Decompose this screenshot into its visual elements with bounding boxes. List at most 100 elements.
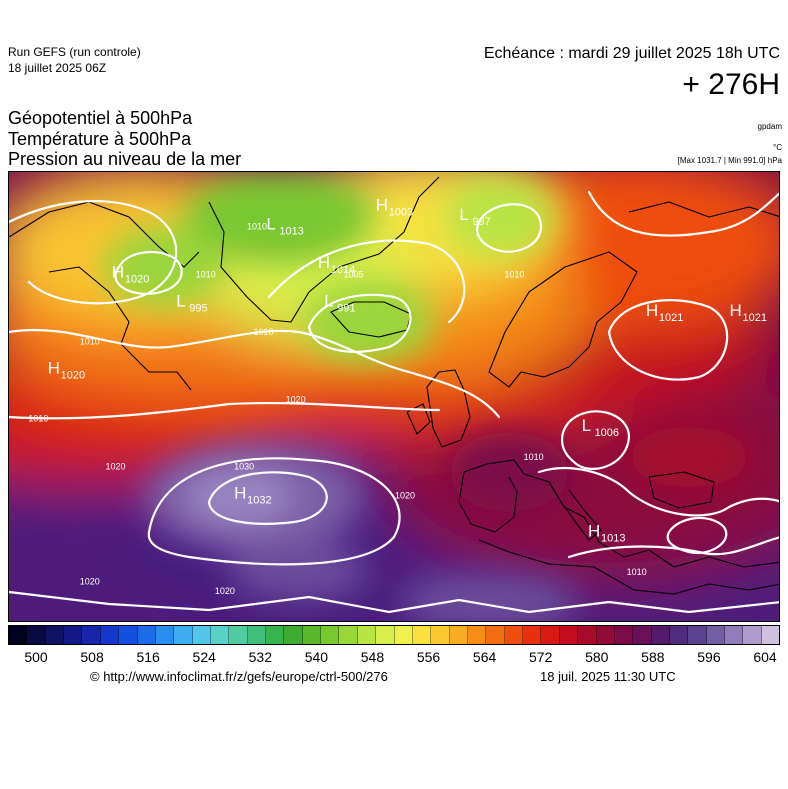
pressure-center-type: L xyxy=(459,205,468,224)
greenland-coast xyxy=(208,176,440,323)
colorbar-swatch xyxy=(284,626,303,644)
colorbar-tick-label: 580 xyxy=(585,649,609,665)
isobar-label: 1010 xyxy=(28,413,48,423)
isobar-label: 1020 xyxy=(286,394,306,404)
pressure-center-value: 1020 xyxy=(125,274,149,286)
colorbar-swatch xyxy=(394,626,413,644)
colorbar-tick-label: 516 xyxy=(136,649,160,665)
pressure-center-type: H xyxy=(318,253,330,272)
colorbar-swatch xyxy=(45,626,65,644)
colorbar-swatch xyxy=(449,626,468,644)
colorbar-swatch xyxy=(504,626,524,644)
colorbar-swatch xyxy=(174,626,193,644)
colorbar-swatch xyxy=(229,626,248,644)
colorbar-ticks: 500 508 516 524 532 540 548 556 564 572 580 588 596 6… xyxy=(8,649,780,667)
pressure-center-value: 1020 xyxy=(61,370,85,382)
colorbar-swatch xyxy=(100,626,120,644)
pressure-center-value: 1032 xyxy=(247,494,271,506)
isobar-label: 1010 xyxy=(524,452,544,462)
colorbar-swatch xyxy=(467,626,487,644)
isobar-label: 1010 xyxy=(247,222,267,232)
colorbar-swatch xyxy=(559,626,579,644)
isobar-label: 1020 xyxy=(395,490,415,500)
colorbar-swatch xyxy=(523,626,542,644)
colorbar-swatch xyxy=(82,626,101,644)
pressure-center-value: 991 xyxy=(337,302,355,314)
pressure-center-value: 995 xyxy=(189,302,207,314)
pressure-center: H 1021 xyxy=(646,301,683,324)
colorbar-swatch xyxy=(688,626,707,644)
pressure-center: H 1003 xyxy=(376,195,413,218)
colorbar-swatch xyxy=(376,626,395,644)
run-title: Run GEFS (run controle) xyxy=(8,45,141,59)
isobars xyxy=(9,190,779,614)
pressure-center-type: H xyxy=(376,195,388,214)
colorbar-swatch xyxy=(321,626,340,644)
pressure-center-value: 1003 xyxy=(389,206,413,218)
isobar xyxy=(607,299,729,381)
isobar xyxy=(147,457,401,566)
weather-map: H 1020 L 995 H 1020 H 1014 L 1013 H 1003 L 997 L 991 H 10… xyxy=(8,171,780,622)
colorbar-swatch xyxy=(669,626,689,644)
colorbar-swatch xyxy=(486,626,505,644)
scandinavia-coast xyxy=(488,251,638,388)
parameter-pressure: Pression au niveau de la mer xyxy=(8,149,242,169)
isobar-label: 1010 xyxy=(504,270,524,280)
colorbar-swatch xyxy=(339,626,358,644)
labrador-coast xyxy=(48,266,192,391)
pressure-center: H 1021 xyxy=(730,301,767,324)
colorbar-swatch xyxy=(578,626,597,644)
isobar xyxy=(9,590,779,614)
colorbar-tick-label: 596 xyxy=(697,649,721,665)
source-credit: © http://www.infoclimat.fr/z/gefs/europe… xyxy=(90,669,388,684)
baffin-coast xyxy=(9,201,200,268)
isobar-label: 1020 xyxy=(215,586,235,596)
colorbar-swatch xyxy=(247,626,267,644)
pressure-center: H 1032 xyxy=(234,483,271,506)
isobar-label: 1010 xyxy=(80,337,100,347)
pressure-center-type: L xyxy=(324,291,333,310)
uk-coast xyxy=(426,369,471,448)
colorbar-swatch xyxy=(9,626,28,644)
pressure-center: L 995 xyxy=(176,291,207,314)
pressure-center: H 1014 xyxy=(318,253,355,276)
pressure-center-type: H xyxy=(646,301,658,320)
parameter-geopotential: Géopotentiel à 500hPa xyxy=(8,108,193,128)
isobar xyxy=(9,199,178,305)
colorbar-tick-label: 564 xyxy=(472,649,497,665)
black-sea-coast xyxy=(648,471,715,509)
pressure-center-value: 997 xyxy=(472,216,490,228)
colorbar-tick-label: 508 xyxy=(80,649,104,665)
isobar xyxy=(207,471,328,525)
pressure-center-value: 1014 xyxy=(331,264,355,276)
colorbar-swatch xyxy=(27,626,46,644)
pressure-center: H 1013 xyxy=(588,522,625,545)
pressure-center-value: 1021 xyxy=(659,312,683,324)
isobar-label: 1010 xyxy=(196,270,216,280)
colorbar-swatch xyxy=(596,626,615,644)
pressure-center-type: H xyxy=(112,263,124,282)
colorbar-tick-label: 572 xyxy=(529,649,553,665)
isobar xyxy=(114,250,183,295)
pressure-center: H 1020 xyxy=(48,359,85,382)
colorbar-swatch xyxy=(412,626,432,644)
europe-coast xyxy=(463,459,779,568)
pressure-range: [Max 1031.7 | Min 991.0] hPa xyxy=(677,156,782,165)
coastlines xyxy=(9,176,779,595)
colorbar-tick-label: 556 xyxy=(416,649,441,665)
colorbar-swatch xyxy=(651,626,670,644)
isobar-labels: 1010 1010 1010 1010 1010 1010 1010 1010 1005 1020… xyxy=(28,222,646,597)
colorbar-swatch xyxy=(614,626,634,644)
isobar xyxy=(476,203,542,253)
isobar xyxy=(307,293,412,353)
isobar-label: 1010 xyxy=(253,327,273,337)
colorbar-swatch xyxy=(302,626,322,644)
pressure-center: H 1020 xyxy=(112,263,149,286)
colorbar-swatch xyxy=(633,626,652,644)
italy-coast xyxy=(548,481,602,541)
isobar xyxy=(9,401,441,420)
colorbar-tick-label: 500 xyxy=(24,649,48,665)
isobar-label: 1020 xyxy=(106,461,126,471)
colorbar-swatch xyxy=(210,626,230,644)
